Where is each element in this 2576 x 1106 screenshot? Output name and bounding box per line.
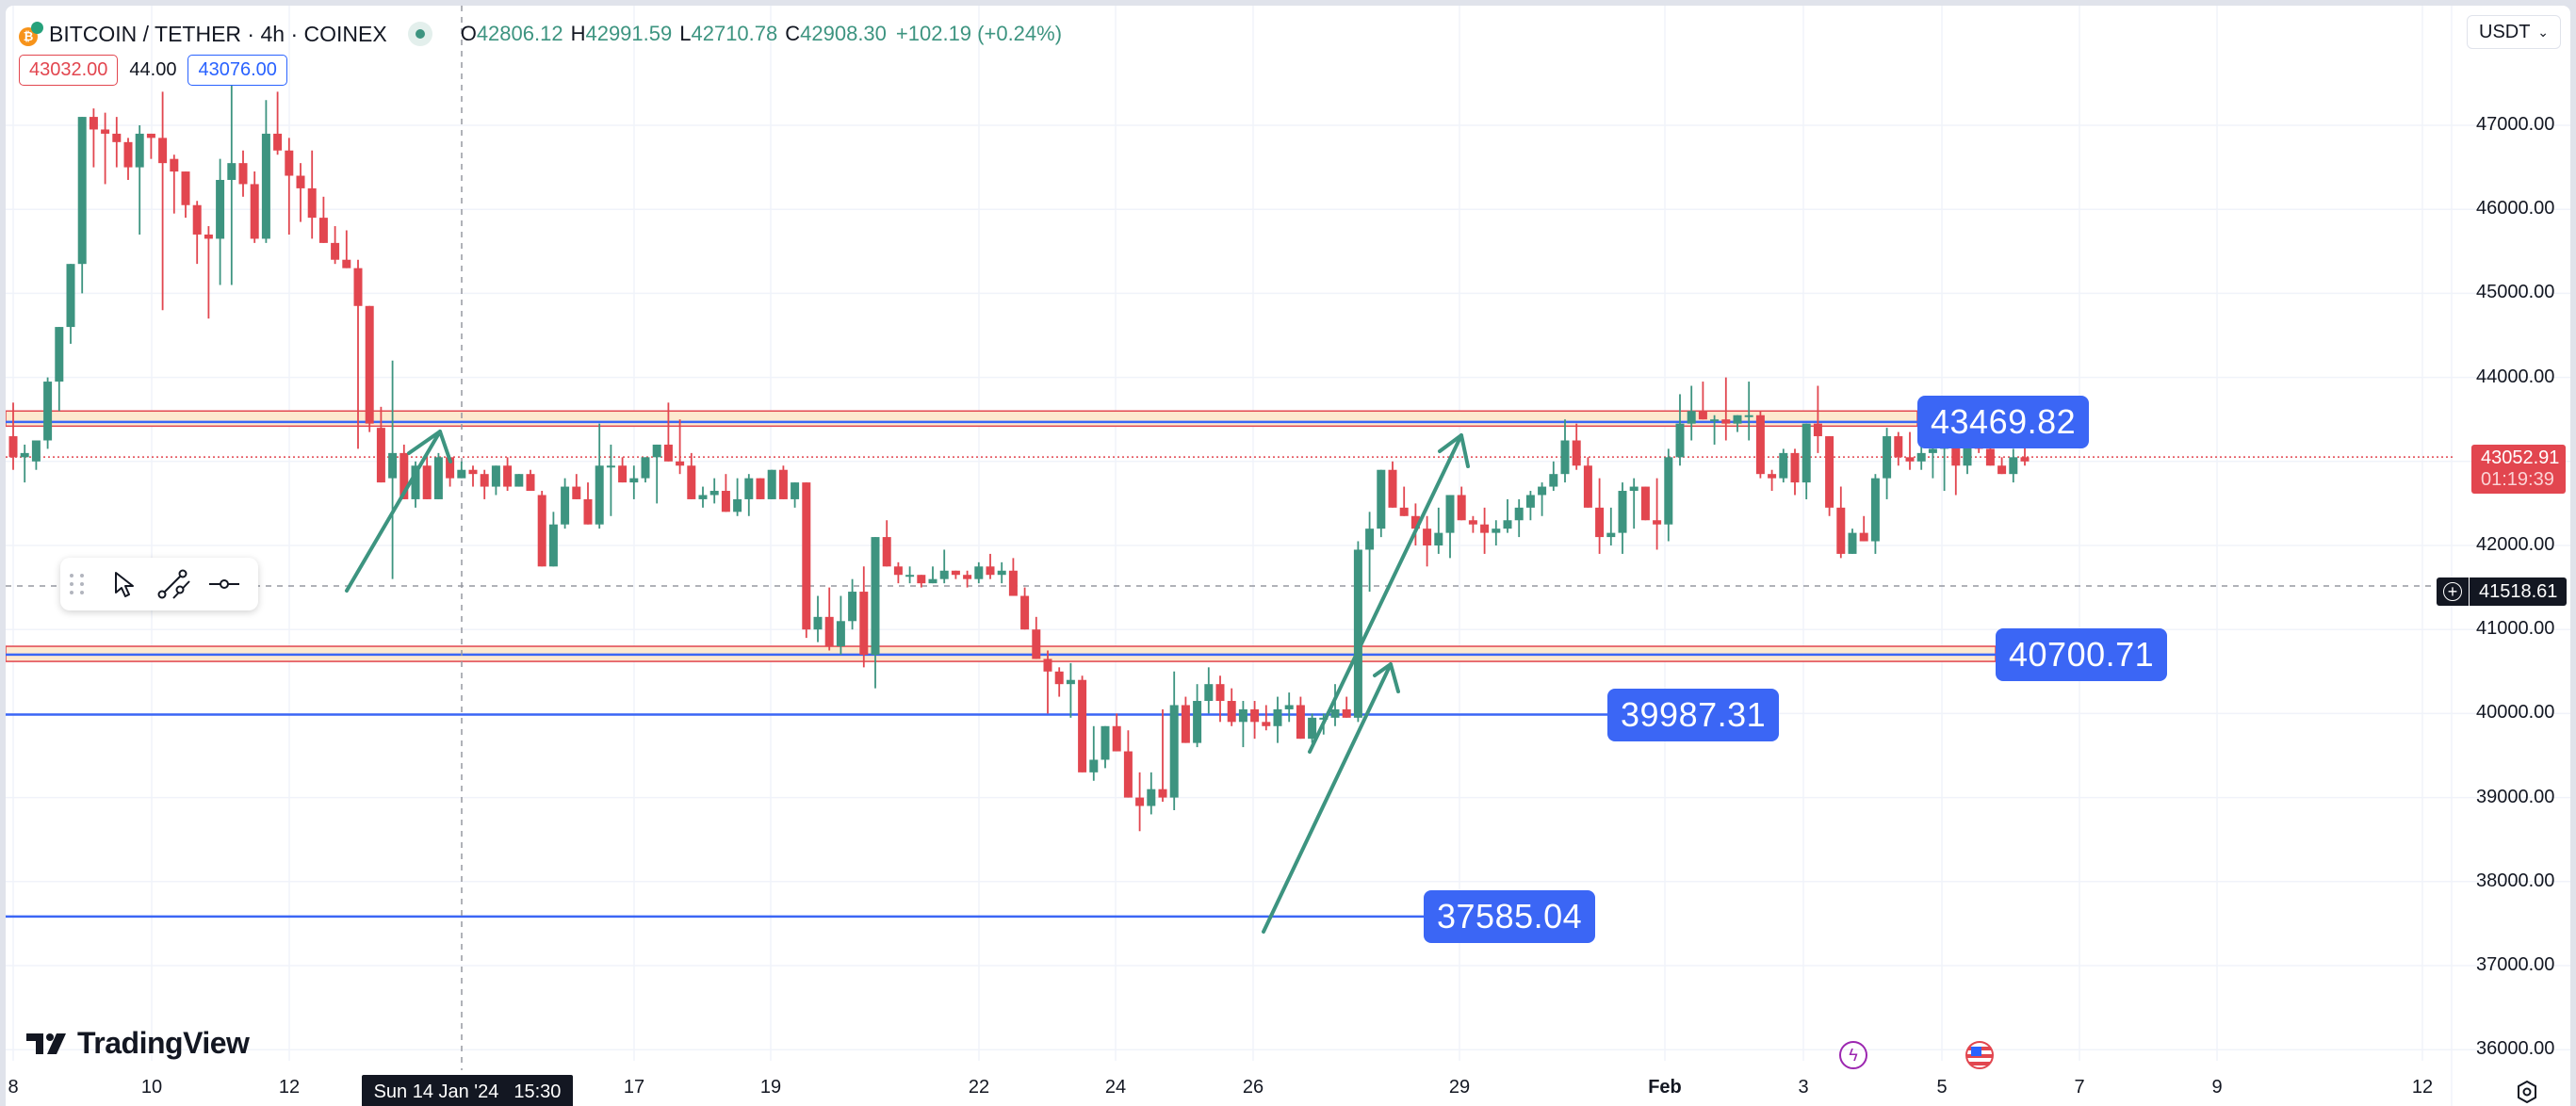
- time-tick: 3: [1798, 1077, 1809, 1098]
- symbol-legend: ₿ BITCOIN / TETHER · 4h · COINEX O 42806.…: [19, 17, 1062, 51]
- low-value: 42710.78: [691, 22, 778, 45]
- close-value: 42908.30: [800, 22, 887, 45]
- us-economic-event-icon[interactable]: [1965, 1041, 1994, 1069]
- high-value: 42991.59: [585, 22, 673, 45]
- low-label: L: [679, 22, 692, 45]
- time-tick: 29: [1448, 1077, 1471, 1098]
- time-tick: 10: [140, 1077, 163, 1098]
- close-label: C: [785, 22, 801, 45]
- price-tick: 44000.00: [2476, 366, 2555, 387]
- price-level-label[interactable]: 37585.04: [1424, 889, 1596, 943]
- price-tick: 37000.00: [2476, 954, 2555, 975]
- change-value: +102.19 (+0.24%): [895, 22, 1063, 45]
- tradingview-wordmark: TradingView: [77, 1026, 250, 1060]
- time-tick: 17: [623, 1077, 645, 1098]
- btc-usdt-icon: ₿: [19, 22, 43, 46]
- drag-handle-icon[interactable]: [70, 574, 90, 594]
- currency-select[interactable]: USDT ⌄: [2467, 15, 2561, 49]
- trend-line-icon: [157, 569, 191, 599]
- price-tick: 42000.00: [2476, 534, 2555, 555]
- time-tick: 8: [8, 1077, 19, 1098]
- bar-countdown: 01:19:39: [2481, 469, 2554, 491]
- price-tick: 40000.00: [2476, 702, 2555, 724]
- tradingview-watermark[interactable]: TradingView: [26, 1026, 250, 1061]
- price-tick: 45000.00: [2476, 282, 2555, 303]
- price-tick: 47000.00: [2476, 114, 2555, 135]
- last-price: 43052.91: [2481, 447, 2560, 469]
- last-price-tag: 43052.91 01:19:39: [2471, 445, 2566, 495]
- horizontal-line-icon: [208, 579, 239, 589]
- price-tick: 46000.00: [2476, 198, 2555, 220]
- price-tick: 39000.00: [2476, 786, 2555, 807]
- buy-sell-panel: 43032.00 44.00 43076.00: [19, 55, 287, 86]
- buy-button[interactable]: 43076.00: [187, 55, 287, 86]
- sell-button[interactable]: 43032.00: [19, 55, 119, 86]
- time-tick: 22: [968, 1077, 990, 1098]
- price-level-label[interactable]: 39987.31: [1607, 688, 1780, 741]
- price-tick: 36000.00: [2476, 1038, 2555, 1060]
- time-tick: 12: [2411, 1077, 2434, 1098]
- price-chart[interactable]: [6, 6, 2570, 1106]
- market-status-icon[interactable]: [407, 22, 432, 46]
- plus-icon: +: [2443, 582, 2462, 601]
- settings-icon[interactable]: [2514, 1079, 2540, 1105]
- open-label: O: [460, 22, 477, 45]
- tradingview-logo-icon: [26, 1033, 66, 1054]
- crosshair-date-tag: Sun 14 Jan '24 15:30: [362, 1075, 573, 1106]
- symbol-title[interactable]: BITCOIN / TETHER · 4h · COINEX: [49, 21, 387, 46]
- price-level-label[interactable]: 40700.71: [1996, 627, 2168, 681]
- crosshair-time: 15:30: [514, 1081, 562, 1102]
- time-tick: 26: [1242, 1077, 1264, 1098]
- trend-line-button[interactable]: [150, 563, 199, 605]
- time-tick: 9: [2211, 1077, 2223, 1098]
- time-tick: 7: [2074, 1077, 2085, 1098]
- flash-event-icon[interactable]: ϟ: [1839, 1041, 1867, 1069]
- currency-value: USDT: [2479, 21, 2531, 42]
- high-label: H: [570, 22, 586, 45]
- price-tick: 38000.00: [2476, 870, 2555, 891]
- crosshair-price-tag: + 41518.61: [2437, 577, 2568, 606]
- select-cursor-button[interactable]: [101, 563, 150, 605]
- time-tick: 5: [1936, 1077, 1948, 1098]
- horizontal-ray-button[interactable]: [200, 563, 249, 605]
- crosshair-date: Sun 14 Jan '24: [373, 1081, 499, 1102]
- time-tick: Feb: [1648, 1077, 1682, 1098]
- chevron-down-icon: ⌄: [2537, 24, 2549, 40]
- spread-value: 44.00: [129, 59, 177, 80]
- crosshair-price: 41518.61: [2479, 581, 2558, 602]
- chart-container[interactable]: ₿ BITCOIN / TETHER · 4h · COINEX O 42806.…: [6, 6, 2570, 1106]
- time-tick: 24: [1104, 1077, 1127, 1098]
- add-alert-button[interactable]: +: [2437, 577, 2470, 606]
- time-tick: 19: [759, 1077, 782, 1098]
- cursor-icon: [114, 572, 134, 597]
- price-level-label[interactable]: 43469.82: [1917, 395, 2090, 448]
- open-value: 42806.12: [476, 22, 563, 45]
- drawing-toolbar: [60, 558, 258, 610]
- price-tick: 41000.00: [2476, 618, 2555, 640]
- time-tick: 12: [278, 1077, 301, 1098]
